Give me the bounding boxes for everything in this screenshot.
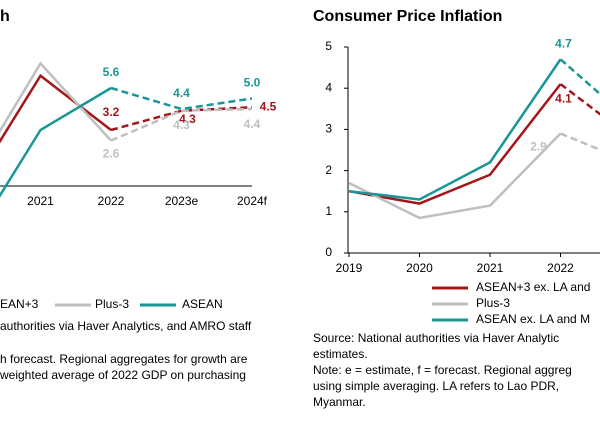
series-line-forecast	[110, 107, 253, 142]
x-tick-label: 2019	[336, 261, 363, 275]
note: using simple averaging. LA refers to Lao…	[313, 379, 559, 393]
chart-title: Consumer Price Inflation	[313, 8, 502, 25]
legend-label: EAN+3	[0, 297, 39, 311]
data-label: 4.1	[555, 91, 572, 105]
data-label: 4.3	[173, 118, 190, 132]
series-line-forecast	[559, 58, 600, 96]
note: Myanmar.	[313, 395, 366, 409]
series-line-forecast	[560, 132, 600, 152]
series-line	[348, 83, 562, 205]
data-label: 4.3	[179, 112, 196, 126]
data-label: 4.4	[173, 86, 190, 100]
data-label: 4.4	[244, 117, 261, 131]
y-tick-label: 3	[325, 122, 332, 136]
legend-label: Plus-3	[476, 296, 510, 310]
series-line	[0, 61, 112, 142]
note: estimates.	[313, 347, 368, 361]
x-tick-label: 2024f	[237, 194, 268, 208]
x-tick-label: 2021	[27, 194, 54, 208]
y-tick-label: 0	[325, 245, 332, 259]
x-tick-label: 2021	[477, 261, 504, 275]
y-tick-label: 5	[325, 39, 332, 53]
data-label: 4.5	[260, 99, 277, 113]
data-label: 4.7	[555, 37, 572, 51]
legend-label: ASEAN	[182, 297, 223, 311]
x-tick-label: 2022	[547, 261, 574, 275]
y-tick-label: 2	[325, 163, 332, 177]
legend-label: ASEAN ex. LA and M	[476, 312, 590, 326]
series-line-forecast	[110, 86, 253, 111]
series-line	[348, 58, 562, 201]
legend-label: ASEAN+3 ex. LA and	[476, 280, 590, 294]
y-tick-label: 1	[325, 204, 332, 218]
data-label: 5.0	[244, 76, 261, 90]
series-line-forecast	[110, 106, 253, 132]
series-line	[0, 73, 112, 144]
x-tick-label: 2022	[98, 194, 125, 208]
series-line	[0, 86, 112, 198]
note: h forecast. Regional aggregates for grow…	[0, 352, 248, 366]
series-line-forecast	[559, 83, 600, 116]
note: weighted average of 2022 GDP on purchasi…	[0, 368, 246, 382]
x-tick-label: 2023e	[165, 194, 199, 208]
note: authorities via Haver Analytics, and AMR…	[0, 319, 252, 333]
note: Note: e = estimate, f = forecast. Region…	[313, 363, 572, 377]
legend-label: Plus-3	[95, 297, 129, 311]
data-label: 3.2	[103, 105, 120, 119]
note: Source: National authorities via Haver A…	[313, 331, 559, 345]
series-line	[348, 132, 562, 220]
data-label: 2.6	[103, 147, 120, 161]
data-label: 2.9	[530, 140, 547, 154]
x-tick-label: 2020	[406, 261, 433, 275]
y-tick-label: 4	[325, 80, 332, 94]
data-label: 5.6	[103, 65, 120, 79]
chart-title: h	[0, 8, 10, 25]
